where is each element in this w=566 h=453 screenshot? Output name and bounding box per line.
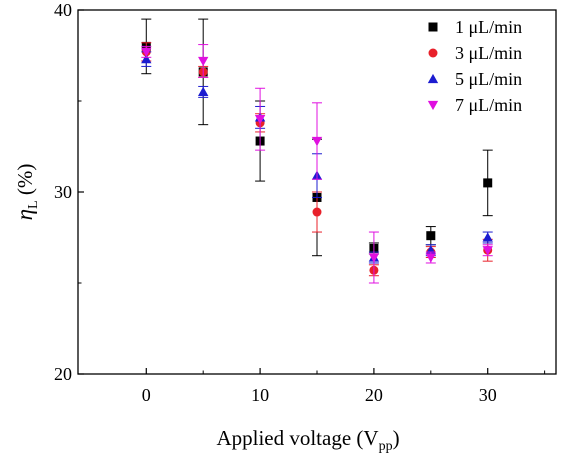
legend-marker: [428, 22, 438, 32]
legend-marker: [427, 100, 439, 111]
data-point: [482, 232, 493, 242]
y-tick-label: 20: [54, 364, 72, 384]
data-point: [141, 53, 152, 64]
legend-item: 7 μL/min: [427, 95, 522, 115]
legend-item: 1 μL/min: [428, 17, 522, 37]
data-point: [311, 136, 323, 147]
ticks: 0 10 20 30 20 30 40: [54, 0, 546, 405]
series-triangle-down: [141, 44, 493, 284]
x-tick-label: 20: [365, 385, 383, 405]
data-point: [483, 178, 493, 188]
data-point: [198, 86, 209, 97]
legend: 1 μL/min 3 μL/min 5 μL/min 7 μL/min: [427, 17, 522, 115]
y-tick-label: 40: [54, 0, 72, 20]
x-tick-label: 30: [479, 385, 497, 405]
legend-label: 7 μL/min: [455, 95, 522, 115]
data-point: [312, 207, 322, 217]
data-point: [198, 56, 209, 67]
legend-label: 1 μL/min: [455, 17, 522, 37]
data-point: [482, 246, 493, 256]
data-point: [426, 231, 436, 241]
x-tick-label: 10: [251, 385, 269, 405]
legend-marker: [428, 48, 438, 58]
data-point: [141, 47, 152, 58]
legend-item: 5 μL/min: [427, 69, 522, 89]
y-axis-title: ηL (%): [12, 164, 41, 221]
legend-item: 3 μL/min: [428, 43, 522, 63]
legend-label: 5 μL/min: [455, 69, 522, 89]
data-point: [425, 253, 436, 263]
y-tick-label: 30: [54, 182, 72, 202]
x-axis-title: Applied voltage (Vpp): [216, 426, 399, 453]
data-point: [254, 115, 266, 125]
x-tick-label: 0: [142, 385, 151, 405]
data-layer: [141, 18, 493, 284]
legend-marker: [427, 73, 439, 84]
legend-label: 3 μL/min: [455, 43, 522, 63]
data-point: [368, 253, 380, 263]
